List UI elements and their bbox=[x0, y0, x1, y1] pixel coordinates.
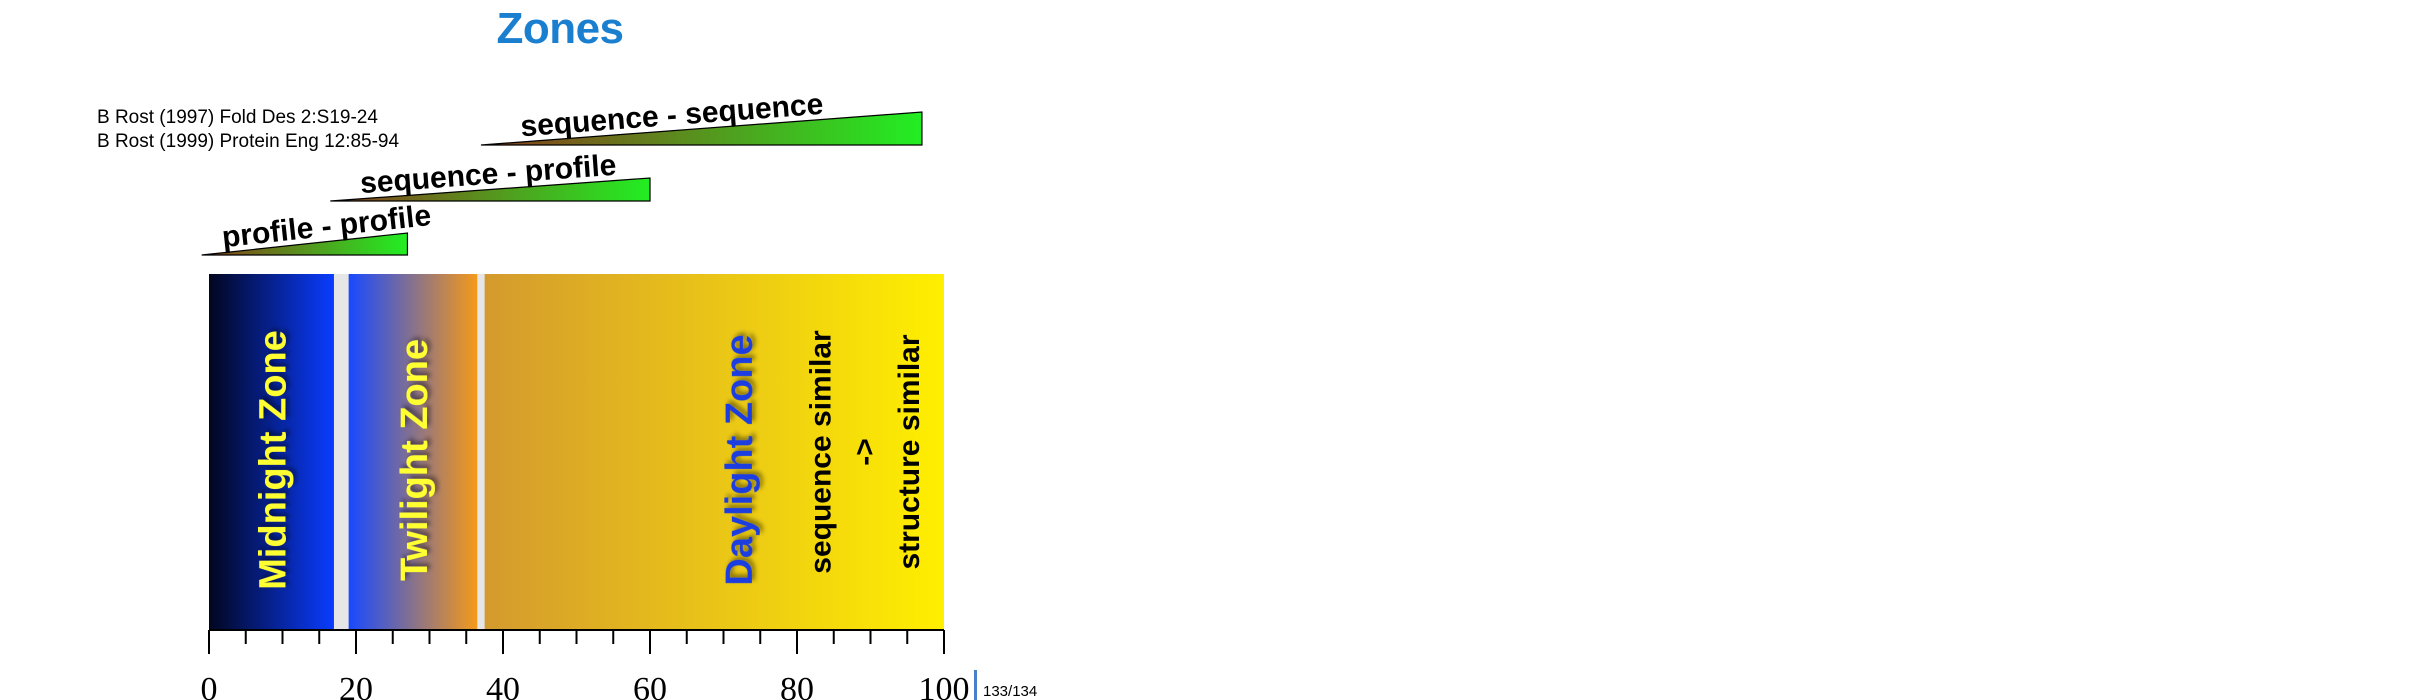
method-wedge-profile-profile bbox=[201, 232, 409, 256]
zone-label-daylight-zone: Daylight Zone bbox=[719, 334, 761, 585]
daylight-notes: sequence similar -> structure similar bbox=[805, 330, 926, 574]
daylight-note-2: structure similar bbox=[893, 334, 926, 569]
zone-labels: Midnight Zone Twilight Zone Daylight Zone bbox=[253, 330, 761, 590]
method-wedge-sequence-sequence bbox=[480, 111, 923, 146]
zone-bar-midnight-zone bbox=[209, 274, 334, 630]
daylight-note-1: -> bbox=[849, 438, 882, 466]
daylight-note-0: sequence similar bbox=[805, 330, 838, 574]
slide-title: Zones bbox=[496, 4, 624, 53]
zone-bar-daylight-zone bbox=[484, 274, 944, 630]
reference-1: B Rost (1997) Fold Des 2:S19-24 bbox=[97, 107, 378, 128]
x-axis: 0 20 40 60 80 100 bbox=[201, 629, 970, 700]
tick-label-0: 0 bbox=[201, 671, 218, 700]
zone-bars bbox=[209, 274, 944, 630]
method-wedge-sequence-profile bbox=[330, 177, 651, 202]
page-indicator-bar bbox=[974, 670, 977, 700]
reference-2: B Rost (1999) Protein Eng 12:85-94 bbox=[97, 131, 400, 152]
tick-label-40: 40 bbox=[486, 671, 520, 700]
references: B Rost (1997) Fold Des 2:S19-24 B Rost (… bbox=[97, 106, 399, 154]
zone-bar-twilight-zone bbox=[348, 274, 478, 630]
tick-label-20: 20 bbox=[339, 671, 373, 700]
zone-label-midnight-zone: Midnight Zone bbox=[253, 330, 295, 590]
tick-label-60: 60 bbox=[633, 671, 667, 700]
page-number: 133/134 bbox=[983, 683, 1038, 700]
tick-label-80: 80 bbox=[780, 671, 814, 700]
zone-label-twilight-zone: Twilight Zone bbox=[394, 339, 436, 581]
tick-label-100: 100 bbox=[919, 671, 970, 700]
